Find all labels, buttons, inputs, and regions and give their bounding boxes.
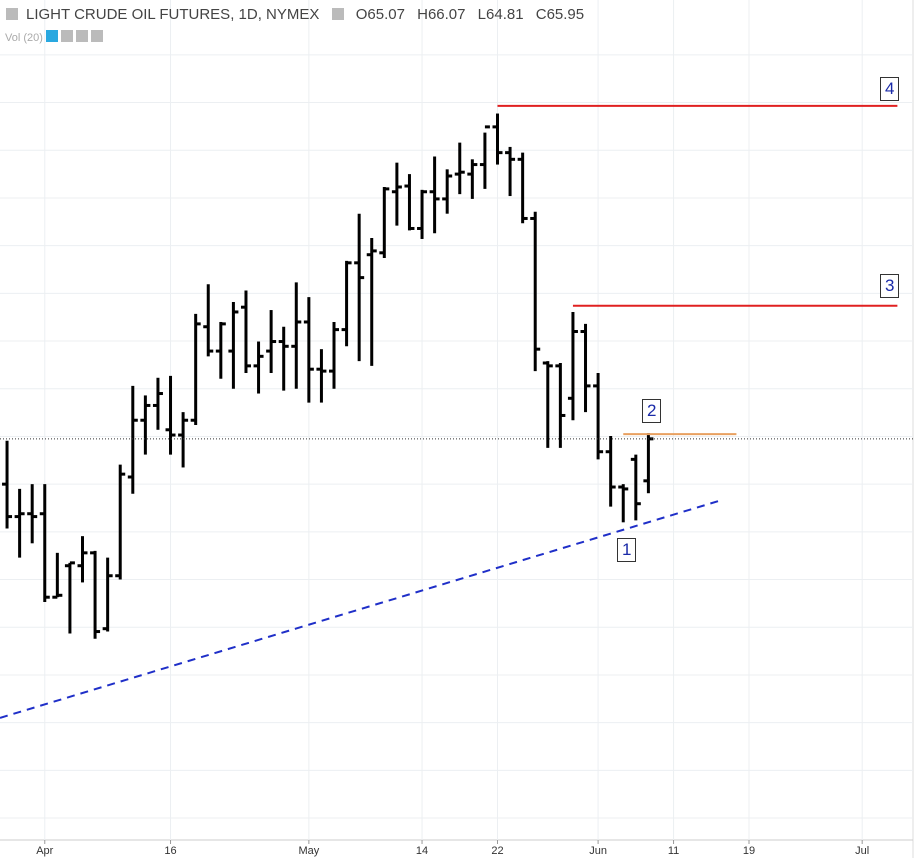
x-tick-label: 19 [743,845,755,857]
icon [6,8,18,20]
ohlc-high: H66.07 [417,6,466,23]
annotation-label: 3 [880,274,900,298]
x-tick-label: Jul [855,845,869,857]
icon [331,8,344,20]
icon[interactable] [60,30,73,42]
annotation-label: 2 [642,399,662,423]
symbol-title: LIGHT CRUDE OIL FUTURES, 1D, NYMEX [26,6,320,23]
annotation-label: 1 [617,538,637,562]
volume-label: Vol (20) [5,32,43,44]
header: LIGHT CRUDE OIL FUTURES, 1D, NYMEX O65.0… [6,6,592,23]
ohlc-open: O65.07 [355,6,405,23]
x-tick-label: 14 [416,845,428,857]
ohlc-close: C65.95 [535,6,585,23]
x-tick-label: Apr [36,845,53,857]
x-tick-label: 11 [668,845,679,857]
x-tick-label: 22 [491,845,503,857]
x-tick-label: Jun [589,845,607,857]
x-tick-label: 16 [164,845,176,857]
icon[interactable] [90,30,103,42]
volume-legend: Vol (20) [5,30,106,44]
icon[interactable] [75,30,88,42]
x-tick-label: May [298,845,319,857]
icon[interactable] [45,30,58,42]
ohlc-low: L64.81 [477,6,524,23]
annotation-label: 4 [880,77,900,101]
